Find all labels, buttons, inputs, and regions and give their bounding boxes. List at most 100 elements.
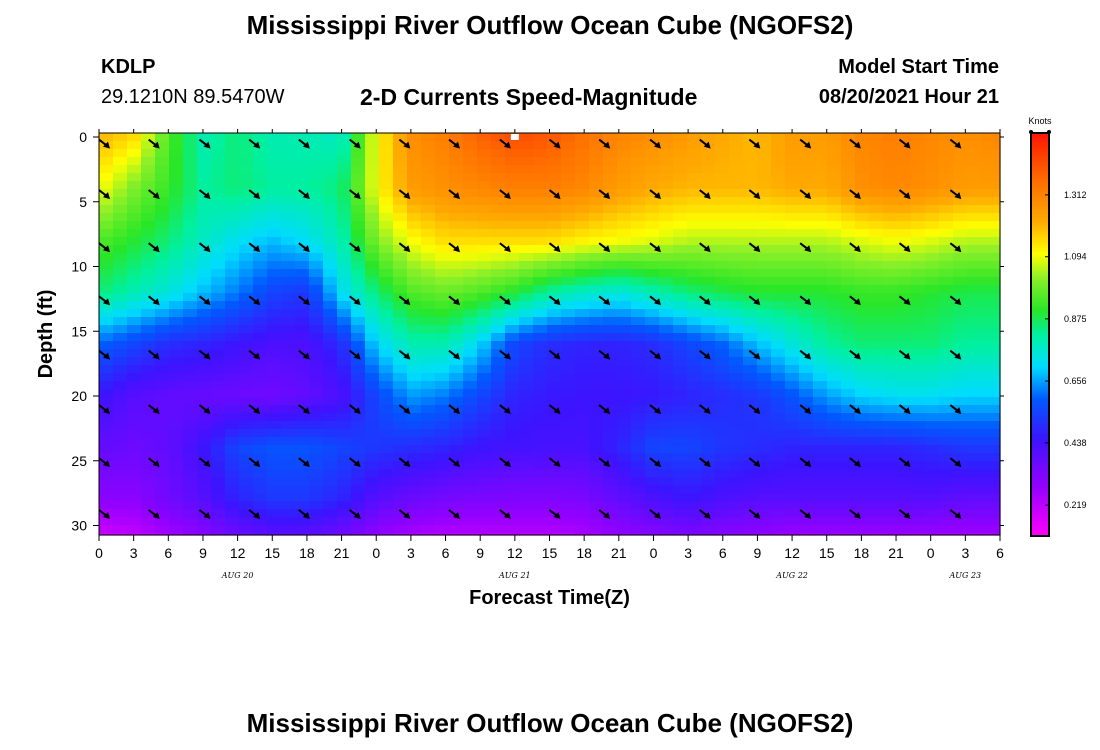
heatmap-cell xyxy=(673,357,688,366)
current-arrow xyxy=(248,349,261,360)
heatmap-cell xyxy=(127,317,142,326)
heatmap-cell xyxy=(981,501,996,510)
heatmap-cell xyxy=(477,437,492,446)
heatmap-cell xyxy=(281,173,296,182)
heatmap-cell xyxy=(799,181,814,190)
heatmap-cell xyxy=(785,317,800,326)
heatmap-cell xyxy=(211,501,226,510)
heatmap-cell xyxy=(925,533,940,536)
heatmap-cell xyxy=(197,453,212,462)
heatmap-cell xyxy=(589,221,604,230)
heatmap-cell xyxy=(463,525,478,534)
heatmap-cell xyxy=(547,221,562,230)
heatmap-cell xyxy=(953,421,968,430)
heatmap-cell xyxy=(967,285,982,294)
heatmap-cell xyxy=(757,445,772,454)
heatmap-cell xyxy=(183,253,198,262)
heatmap-cell xyxy=(659,277,674,286)
heatmap-cell xyxy=(421,381,436,390)
heatmap-cell xyxy=(813,253,828,262)
heatmap-cell xyxy=(491,221,506,230)
heatmap-cell xyxy=(393,309,408,318)
current-arrow xyxy=(548,295,561,306)
heatmap-cell xyxy=(197,317,212,326)
heatmap-cell xyxy=(631,173,646,182)
heatmap-cell xyxy=(911,349,926,358)
heatmap-cell xyxy=(183,325,198,334)
heatmap-cell xyxy=(687,405,702,414)
heatmap-cell xyxy=(589,149,604,158)
heatmap-cell xyxy=(239,293,254,302)
heatmap-cell xyxy=(393,157,408,166)
heatmap-cell xyxy=(995,317,1001,326)
heatmap-cell xyxy=(617,269,632,278)
heatmap-cell xyxy=(603,381,618,390)
heatmap-cell xyxy=(197,333,212,342)
heatmap-cell xyxy=(673,421,688,430)
heatmap-cell xyxy=(533,365,548,374)
heatmap-cell xyxy=(365,517,380,526)
heatmap-cell xyxy=(365,469,380,478)
heatmap-cell xyxy=(113,381,128,390)
heatmap-cell xyxy=(911,181,926,190)
heatmap-cell xyxy=(953,469,968,478)
heatmap-cell xyxy=(477,365,492,374)
heatmap-cell xyxy=(673,405,688,414)
heatmap-cell xyxy=(505,429,520,438)
heatmap-cell xyxy=(239,341,254,350)
heatmap-cell xyxy=(519,365,534,374)
heatmap-cell xyxy=(897,373,912,382)
heatmap-cell xyxy=(449,365,464,374)
heatmap-cell xyxy=(883,381,898,390)
heatmap-cell xyxy=(883,453,898,462)
heatmap-cell xyxy=(645,229,660,238)
heatmap-cell xyxy=(897,493,912,502)
heatmap-cell xyxy=(799,261,814,270)
heatmap-cell xyxy=(505,173,520,182)
heatmap-cell xyxy=(99,277,114,286)
heatmap-cell xyxy=(519,157,534,166)
heatmap-cell xyxy=(309,525,324,534)
heatmap-cell xyxy=(687,197,702,206)
heatmap-cell xyxy=(813,413,828,422)
heatmap-cell xyxy=(841,149,856,158)
heatmap-cell xyxy=(701,181,716,190)
heatmap-cell xyxy=(253,173,268,182)
heatmap-cell xyxy=(463,421,478,430)
heatmap-cell xyxy=(617,277,632,286)
heatmap-cell xyxy=(799,381,814,390)
heatmap-cell xyxy=(323,469,338,478)
heatmap-cell xyxy=(925,349,940,358)
heatmap-cell xyxy=(869,533,884,536)
heatmap-cell xyxy=(617,461,632,470)
heatmap-cell xyxy=(183,341,198,350)
heatmap-cell xyxy=(813,141,828,150)
heatmap-cell xyxy=(883,253,898,262)
heatmap-cell xyxy=(99,285,114,294)
heatmap-cell xyxy=(141,165,156,174)
heatmap-cell xyxy=(337,365,352,374)
heatmap-cell xyxy=(337,349,352,358)
heatmap-cell xyxy=(603,517,618,526)
heatmap-cell xyxy=(463,205,478,214)
heatmap-cell xyxy=(519,333,534,342)
heatmap-cell xyxy=(127,197,142,206)
x-tick-label: 18 xyxy=(299,545,315,561)
heatmap-cell xyxy=(911,485,926,494)
heatmap-cell xyxy=(897,453,912,462)
heatmap-cell xyxy=(533,149,548,158)
heatmap-cell xyxy=(659,517,674,526)
heatmap-cell xyxy=(645,317,660,326)
heatmap-cell xyxy=(981,141,996,150)
heatmap-cell xyxy=(351,533,366,536)
heatmap-cell xyxy=(393,509,408,518)
heatmap-cell xyxy=(967,205,982,214)
heatmap-cell xyxy=(827,237,842,246)
heatmap-cell xyxy=(967,517,982,526)
heatmap-cell xyxy=(463,317,478,326)
heatmap-cell xyxy=(169,165,184,174)
heatmap-cell xyxy=(813,165,828,174)
heatmap-cell xyxy=(491,381,506,390)
heatmap-cell xyxy=(449,181,464,190)
heatmap-cell xyxy=(673,309,688,318)
